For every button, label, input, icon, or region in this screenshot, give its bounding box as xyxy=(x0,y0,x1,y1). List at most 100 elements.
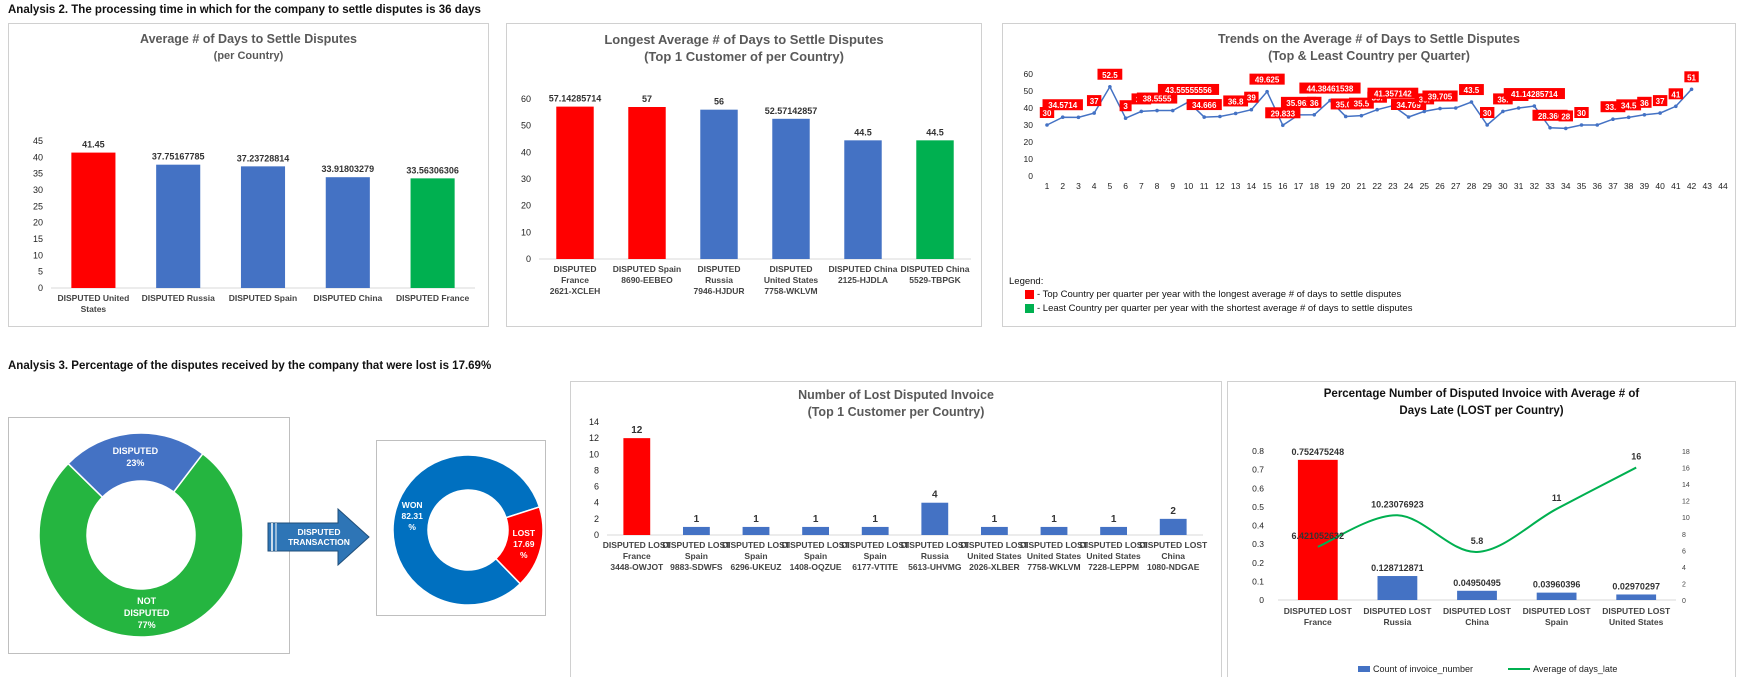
trend-line xyxy=(1046,85,1693,130)
y2-tick-label: 6 xyxy=(1682,548,1686,555)
data-point xyxy=(1343,114,1348,119)
point-label: 30 xyxy=(1574,107,1589,118)
point-label-text: 38.5555 xyxy=(1143,95,1172,104)
point-label: 51 xyxy=(1684,71,1699,83)
point-label: 52.5 xyxy=(1097,68,1123,80)
chart5-title-line2: Days Late (LOST per Country) xyxy=(1399,405,1564,417)
data-point xyxy=(1170,108,1175,113)
y-tick-label: 0 xyxy=(526,254,531,264)
point-label-text: 33.4 xyxy=(1605,103,1621,112)
data-label: 41.45 xyxy=(82,140,105,150)
data-label: 12 xyxy=(631,425,643,436)
y-tick-label: 0 xyxy=(1028,171,1033,181)
y-tick-label: 35 xyxy=(33,169,43,179)
bar-data-label: 0.128712871 xyxy=(1371,563,1424,573)
point-label: 38. xyxy=(1493,93,1513,105)
x-tick-label: 1 xyxy=(1045,181,1050,191)
x-tick-label: 9 xyxy=(1170,181,1175,191)
donut-label-pct: % xyxy=(408,522,416,532)
x-tick-label: 30 xyxy=(1498,181,1508,191)
point-label-box xyxy=(1493,93,1513,105)
data-point xyxy=(1579,123,1584,127)
data-point xyxy=(1563,126,1568,131)
x-category-label: United States xyxy=(764,275,819,285)
data-point xyxy=(1359,113,1364,118)
x-tick-label: 26 xyxy=(1435,181,1445,191)
data-label: 44.5 xyxy=(926,127,944,137)
data-label: 56 xyxy=(714,97,724,107)
bar xyxy=(1536,592,1577,600)
y-tick-label: 15 xyxy=(33,234,43,244)
chart3-panel: Trends on the Average # of Days to Settl… xyxy=(1002,23,1736,327)
x-category-label: 6296-UKEUZ xyxy=(730,562,781,572)
y-tick-label: 4 xyxy=(594,498,599,508)
x-tick-label: 27 xyxy=(1451,181,1461,191)
donut1-panel: NOT DISPUTED 77% DISPUTED 23% xyxy=(8,417,290,654)
point-label-text: 41.14285714 xyxy=(1511,90,1558,99)
y-tick-label: 2 xyxy=(594,514,599,524)
point-label-text: 35.03 xyxy=(1336,100,1357,109)
x-category-label: DISPUTED xyxy=(698,264,741,274)
x-tick-label: 40 xyxy=(1655,181,1665,191)
y-tick-label: 8 xyxy=(594,465,599,475)
chart4-title-line1: Number of Lost Disputed Invoice xyxy=(798,388,994,402)
x-tick-label: 15 xyxy=(1262,181,1272,191)
x-category-label: Spain xyxy=(744,551,767,561)
x-category-label: DISPUTED LOST xyxy=(662,540,731,550)
bar xyxy=(556,106,594,259)
data-point xyxy=(1485,123,1489,127)
point-label: 28 xyxy=(1558,110,1573,122)
point-label-text: 36 xyxy=(1640,99,1649,108)
y-tick-label: 50 xyxy=(1024,86,1034,96)
data-point xyxy=(1233,111,1238,116)
x-tick-label: 4 xyxy=(1092,181,1097,191)
y-tick-label: 25 xyxy=(33,201,43,211)
chart3-legend-top: - Top Country per quarter per year with … xyxy=(1025,289,1401,300)
point-label: 36.8 xyxy=(1223,95,1249,107)
point-label-box xyxy=(1652,95,1668,107)
x-category-label: DISPUTED China xyxy=(313,293,382,303)
y-tick-label: 0 xyxy=(1259,595,1264,605)
chart1-svg: 0 5 10 15 20 25 30 35 40 45 41.45 DISPUTED UnitedSt… xyxy=(33,136,475,314)
x-tick-label: 2 xyxy=(1060,181,1065,191)
data-point xyxy=(1076,115,1081,120)
data-point xyxy=(1265,89,1269,94)
point-label-box xyxy=(1390,98,1427,110)
y-tick-label: 30 xyxy=(521,174,531,184)
point-label-box xyxy=(1249,73,1285,85)
chart4-title-line2: (Top 1 Customer per Country) xyxy=(807,405,985,419)
point-label-box xyxy=(1367,87,1419,99)
y-tick-label: 10 xyxy=(589,449,599,459)
data-point xyxy=(1595,123,1600,127)
point-label-text: 28.366 xyxy=(1538,112,1563,121)
y-tick-label: 0.5 xyxy=(1252,502,1264,512)
data-label: 44.5 xyxy=(854,127,872,137)
x-tick-label: 22 xyxy=(1372,181,1382,191)
point-label: 30 xyxy=(1039,107,1055,118)
data-point xyxy=(1642,113,1647,117)
point-label-box xyxy=(1459,84,1484,96)
point-label-box xyxy=(1532,109,1568,121)
point-label-text: 28 xyxy=(1561,112,1570,121)
legend-bar-label: Count of invoice_number xyxy=(1373,664,1473,674)
point-label: 41 xyxy=(1668,88,1684,100)
bar xyxy=(1297,459,1338,600)
x-tick-label: 14 xyxy=(1247,181,1257,191)
x-category-label: United States xyxy=(1086,551,1141,561)
y-tick-label: 0.1 xyxy=(1252,576,1264,586)
y-tick-label: 20 xyxy=(521,201,531,211)
x-category-label: DISPUTED LOST xyxy=(1139,540,1208,550)
x-category-label: States xyxy=(81,304,107,314)
point-label-box xyxy=(1330,98,1361,110)
point-label-box xyxy=(1244,91,1259,103)
y2-tick-label: 4 xyxy=(1682,565,1686,572)
bar xyxy=(623,438,651,535)
analysis2-heading: Analysis 2. The processing time in which… xyxy=(8,4,481,16)
donut-label-pct: 23% xyxy=(126,458,144,468)
y-tick-label: 60 xyxy=(1024,69,1034,79)
data-point xyxy=(1658,111,1662,115)
bar xyxy=(1159,518,1187,535)
x-category-label: DISPUTED LOST xyxy=(960,540,1029,550)
data-point xyxy=(1092,111,1096,115)
